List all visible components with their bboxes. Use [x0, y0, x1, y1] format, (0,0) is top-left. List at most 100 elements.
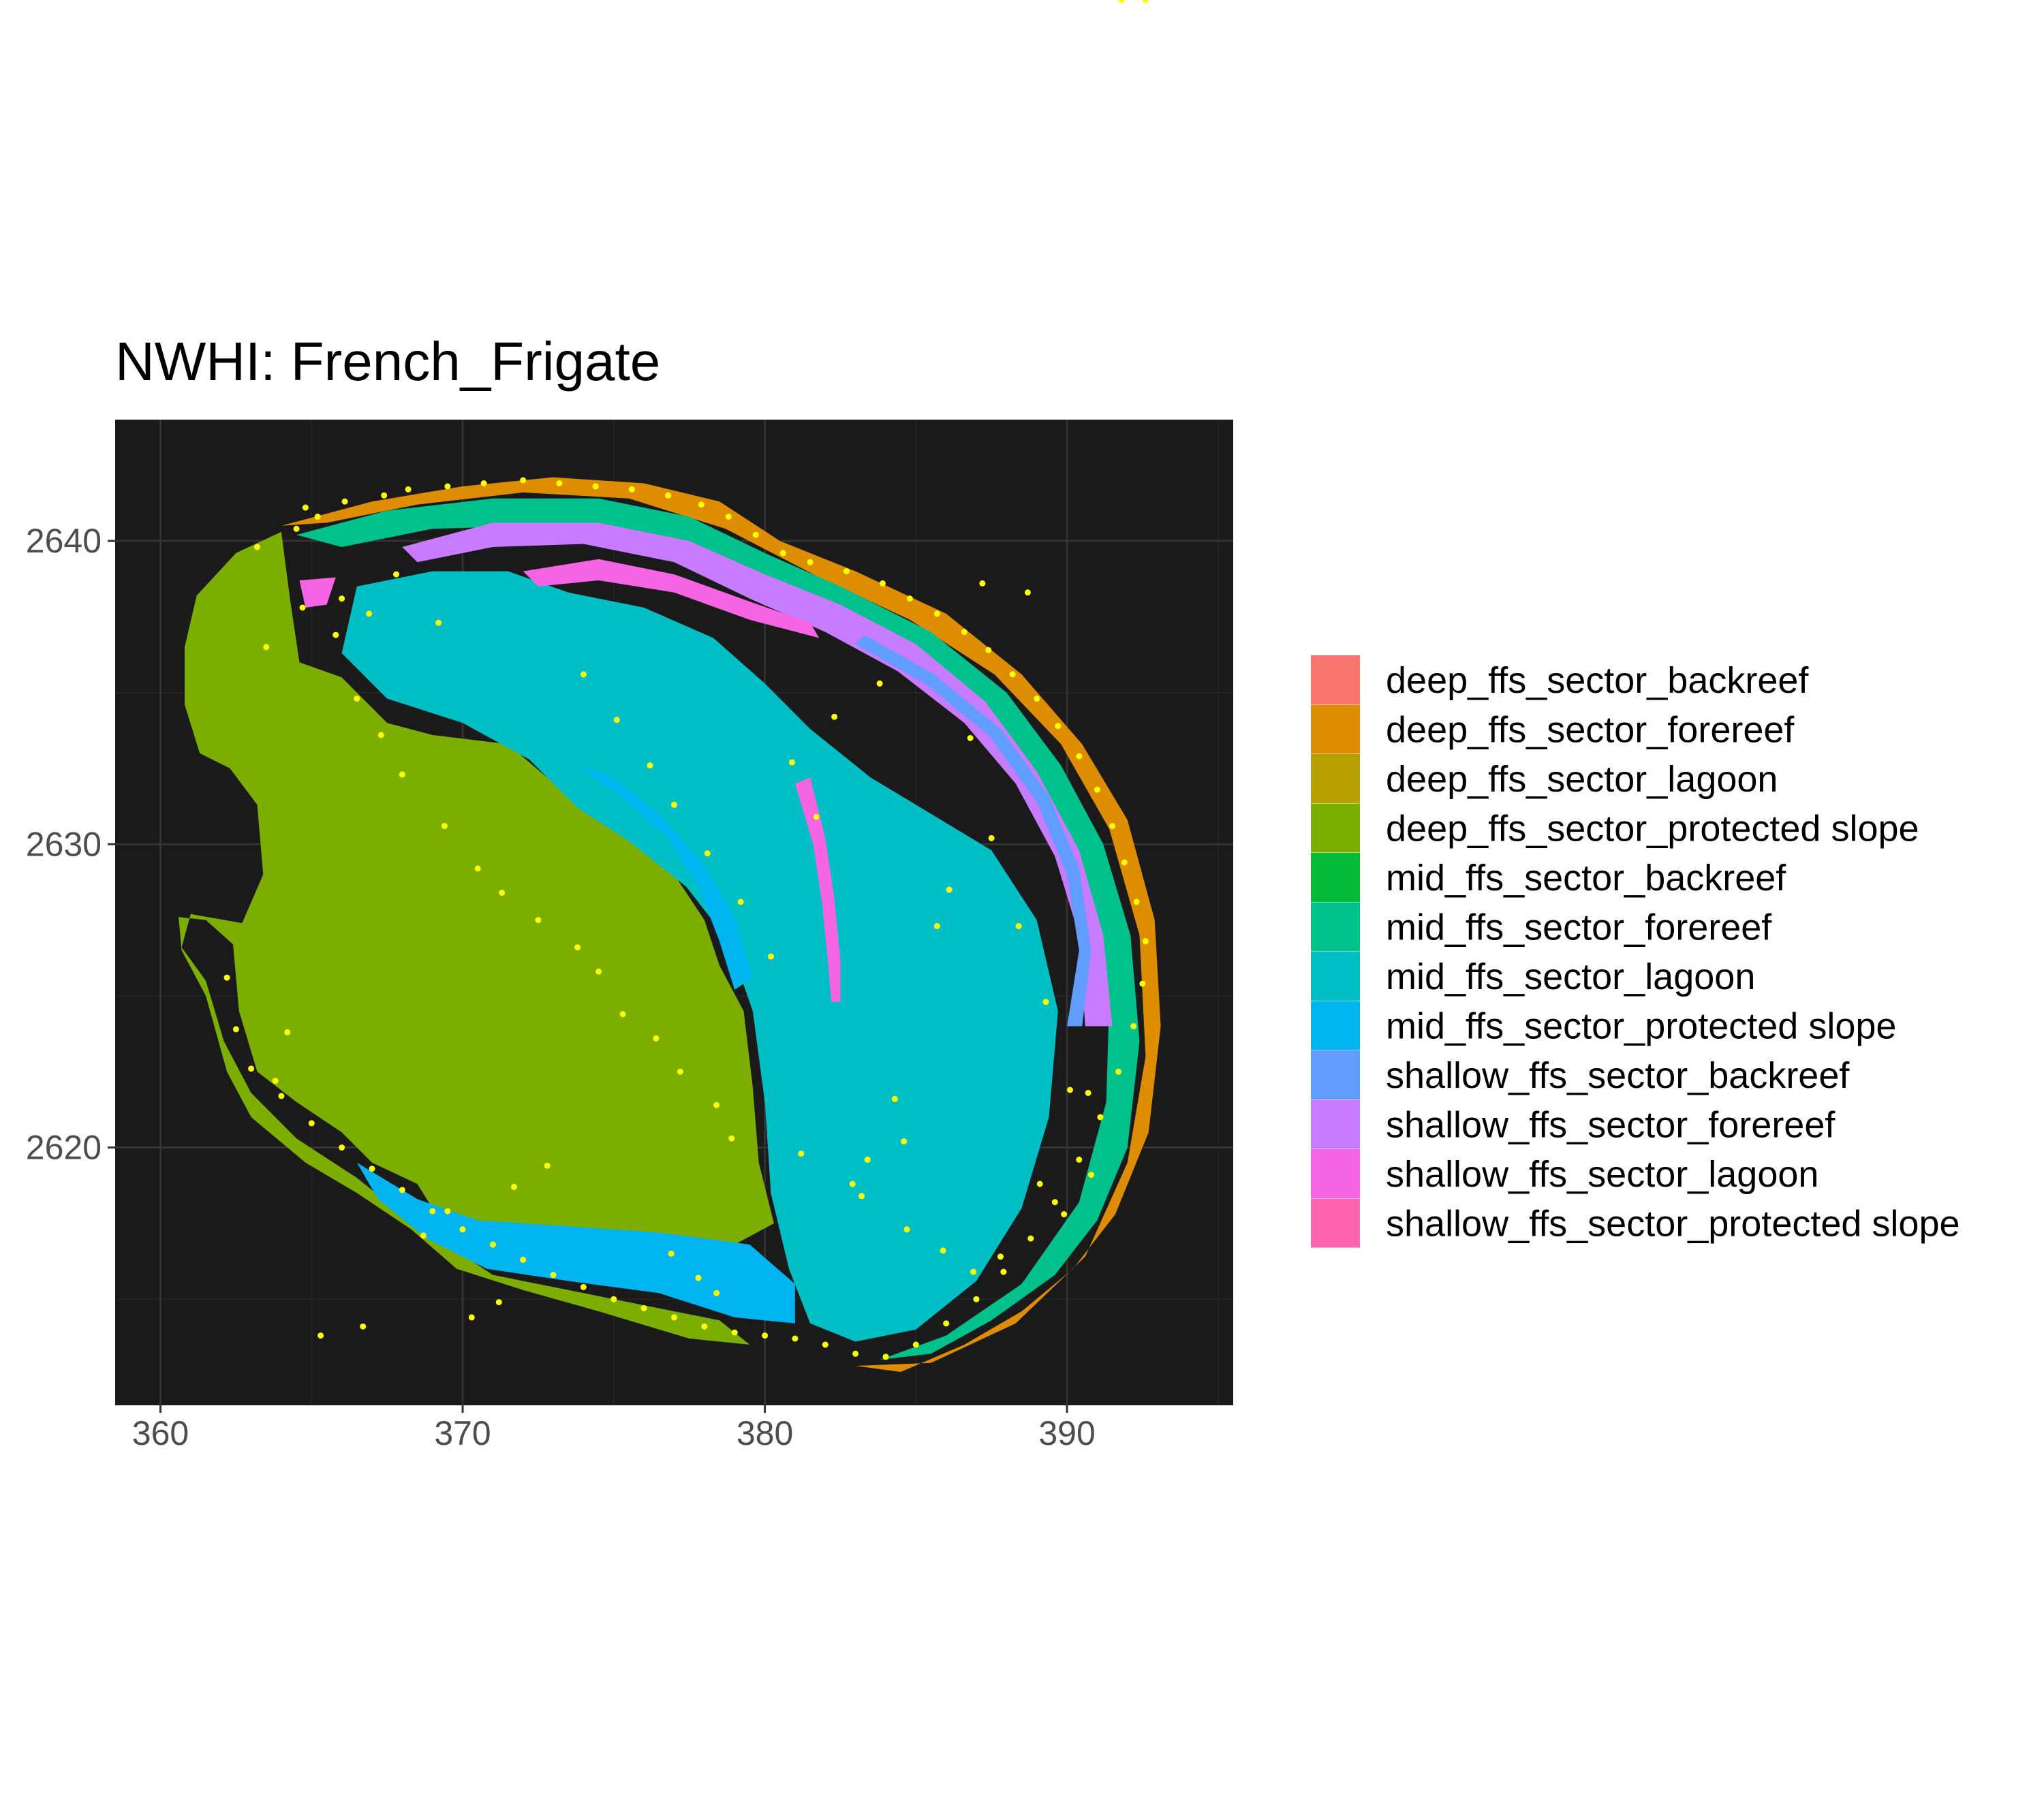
legend-label: mid_ffs_sector_backreef	[1386, 858, 1786, 898]
survey-point	[849, 1181, 856, 1187]
x-tick-label: 360	[132, 1414, 189, 1452]
survey-point	[399, 771, 405, 778]
survey-point	[592, 483, 599, 490]
survey-point	[444, 1208, 451, 1215]
survey-point	[970, 1268, 977, 1275]
survey-point	[550, 1272, 557, 1279]
legend-key	[1311, 902, 1360, 952]
survey-point	[354, 696, 360, 702]
survey-point	[1133, 898, 1140, 905]
survey-point	[671, 1314, 677, 1321]
survey-point	[366, 610, 373, 617]
survey-point	[880, 580, 886, 587]
survey-point	[628, 486, 635, 493]
legend-key	[1311, 1001, 1360, 1050]
survey-point	[912, 1341, 919, 1348]
legend-label: deep_ffs_sector_protected slope	[1386, 809, 1919, 849]
x-tick-label: 380	[737, 1414, 793, 1452]
survey-point	[341, 498, 348, 505]
region-shallow-ffs-sector-lagoon	[794, 777, 841, 1002]
legend-label: deep_ffs_sector_lagoon	[1386, 759, 1778, 800]
survey-point	[698, 501, 704, 508]
survey-point	[444, 483, 451, 490]
survey-point	[695, 1275, 702, 1281]
survey-point	[822, 1341, 829, 1348]
region-mid-ffs-sector-protected-slope	[577, 765, 753, 990]
survey-point	[1024, 589, 1031, 596]
legend-key	[1311, 1099, 1360, 1149]
survey-point	[263, 644, 270, 651]
survey-point	[520, 477, 527, 484]
survey-point	[535, 917, 542, 924]
survey-point	[580, 1283, 587, 1290]
survey-point	[369, 1166, 375, 1172]
legend-label: mid_ffs_sector_forereef	[1386, 907, 1772, 948]
legend: deep_ffs_sector_backreef deep_ffs_sector_…	[1311, 655, 1960, 1248]
legend-label: shallow_ffs_sector_lagoon	[1386, 1154, 1818, 1195]
survey-point	[731, 1329, 738, 1336]
survey-point	[1142, 0, 1149, 3]
legend-key	[1311, 1198, 1360, 1248]
survey-point	[254, 544, 260, 550]
survey-point	[640, 1305, 647, 1311]
region-deep-ffs-sector-protected-slope	[179, 531, 774, 1345]
survey-point	[468, 1314, 475, 1321]
survey-point	[653, 1035, 660, 1042]
survey-point	[1042, 999, 1049, 1005]
survey-point	[713, 1290, 720, 1296]
survey-point	[798, 1151, 805, 1157]
y-axis: 2620 2630 2640	[26, 522, 115, 1167]
survey-point	[725, 514, 732, 520]
survey-point	[677, 1068, 683, 1075]
legend-key	[1311, 754, 1360, 803]
y-tick-label: 2640	[26, 522, 102, 560]
survey-point	[1115, 1068, 1121, 1075]
survey-point	[299, 604, 306, 611]
survey-point	[864, 1156, 871, 1163]
legend-label: mid_ffs_sector_lagoon	[1386, 956, 1755, 997]
legend-label: shallow_ffs_sector_backreef	[1386, 1055, 1850, 1096]
survey-points	[223, 0, 1149, 1360]
survey-point	[459, 1226, 466, 1233]
region-mid-ffs-sector-protected-slope	[356, 1162, 795, 1324]
survey-point	[272, 1078, 279, 1084]
legend-label: shallow_ffs_sector_protected slope	[1386, 1204, 1960, 1245]
survey-point	[580, 671, 587, 678]
survey-point	[961, 629, 967, 636]
survey-point	[405, 486, 412, 493]
plot-title: NWHI: French_Frigate	[115, 331, 660, 392]
survey-point	[858, 1193, 865, 1200]
region-shallow-ffs-sector-backreef	[855, 635, 1091, 1027]
survey-point	[1000, 1268, 1007, 1275]
survey-point	[1055, 723, 1062, 730]
legend-key	[1311, 1149, 1360, 1198]
habitat-regions	[179, 477, 1161, 1372]
survey-point	[308, 1120, 315, 1127]
survey-point	[429, 1208, 436, 1215]
survey-point	[1061, 1211, 1068, 1217]
legend-key	[1311, 655, 1360, 704]
survey-point	[232, 1026, 239, 1033]
region-shallow-ffs-sector-lagoon	[299, 577, 336, 608]
survey-point	[903, 1226, 910, 1233]
survey-point	[610, 1296, 617, 1302]
legend-key	[1311, 803, 1360, 853]
survey-point	[278, 1093, 285, 1099]
survey-point	[946, 886, 953, 893]
x-tick-label: 370	[434, 1414, 491, 1452]
survey-point	[940, 1247, 946, 1254]
survey-point	[1015, 923, 1022, 929]
survey-point	[441, 823, 448, 830]
legend-label: deep_ffs_sector_forereef	[1386, 710, 1795, 751]
survey-point	[377, 732, 384, 738]
survey-point	[314, 514, 321, 520]
survey-point	[1130, 1023, 1137, 1029]
survey-point	[1009, 671, 1016, 678]
survey-point	[420, 1232, 427, 1239]
survey-point	[544, 1162, 551, 1169]
survey-point	[360, 1323, 367, 1330]
survey-point	[332, 631, 339, 638]
survey-point	[1085, 1089, 1091, 1096]
survey-point	[435, 619, 442, 626]
